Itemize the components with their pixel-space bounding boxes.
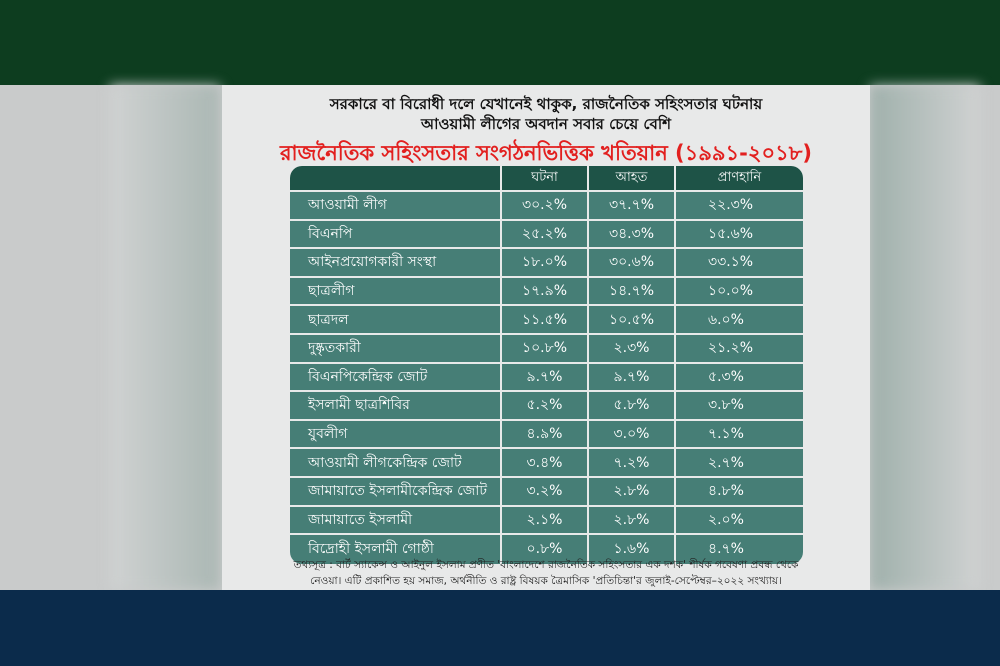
table-header: ঘটনা আহত প্রাণহানি [290, 166, 803, 192]
value-cell: ১.৬% [589, 535, 676, 564]
value-cell: ১৪.৭% [589, 277, 676, 305]
headline-line-1: সরকারে বা বিরোধী দলে যেখানেই থাকুক, রাজন… [329, 95, 763, 113]
organization-cell: জামায়াতে ইসলামী [290, 506, 502, 534]
value-cell: ০.৮% [502, 535, 589, 564]
value-cell: ৯.৭% [502, 363, 589, 391]
value-cell: ২২.৩% [676, 192, 803, 219]
table-row: দুষ্কৃতকারী ১০.৮% ২.৩% ২১.২% [290, 334, 803, 364]
value-cell: ১০.৫% [589, 306, 676, 333]
source-line-2: নেওয়া। এটি প্রকাশিত হয় সমাজ, অর্থনীতি … [310, 575, 782, 587]
value-cell: ৩.২% [502, 477, 589, 505]
table-row: ছাত্রদল ১১.৫% ১০.৫% ৬.০% [290, 306, 803, 335]
table-row: ইসলামী ছাত্রশিবির ৫.২% ৫.৮% ৩.৮% [290, 392, 803, 421]
infographic-title: রাজনৈতিক সহিংসতার সংগঠনভিত্তিক খতিয়ান (… [279, 141, 813, 165]
organization-cell: বিএনপিকেন্দ্রিক জোট [290, 363, 502, 391]
value-cell: ৩৪.৩% [589, 220, 676, 248]
table-row: যুবলীগ ৪.৯% ৩.০% ৭.১% [290, 420, 803, 450]
blurred-background-right [870, 85, 980, 590]
column-header-incidents: ঘটনা [502, 166, 589, 190]
value-cell: ২.৮% [589, 506, 676, 534]
table-row: জামায়াতে ইসলামী ২.১% ২.৮% ২.০% [290, 506, 803, 536]
table-row: বিএনপি ২৫.২% ৩৪.৩% ১৫.৬% [290, 220, 803, 250]
value-cell: ৩০.৬% [589, 249, 676, 276]
source-line-1: তথ্যসূত্র : বার্ট স্যাকেন্স ও আইনুল ইসলা… [293, 559, 799, 571]
value-cell: ৫.৮% [589, 392, 676, 419]
organization-cell: ইসলামী ছাত্রশিবির [290, 392, 502, 419]
value-cell: ১১.৫% [502, 306, 589, 333]
value-cell: ৩.৮% [676, 392, 803, 419]
organization-cell: জামায়াতে ইসলামীকেন্দ্রিক জোট [290, 477, 502, 505]
organization-cell: যুবলীগ [290, 420, 502, 448]
organization-cell: ছাত্রদল [290, 306, 502, 333]
value-cell: ৩০.২% [502, 192, 589, 219]
value-cell: ৭.১% [676, 420, 803, 448]
value-cell: ১০.০% [676, 277, 803, 305]
source-note: তথ্যসূত্র : বার্ট স্যাকেন্স ও আইনুল ইসলা… [222, 557, 870, 589]
table-row: ছাত্রলীগ ১৭.৯% ১৪.৭% ১০.০% [290, 277, 803, 307]
value-cell: ৩.৪% [502, 449, 589, 476]
table-row: আইনপ্রয়োগকারী সংস্থা ১৮.০% ৩০.৬% ৩৩.১% [290, 249, 803, 278]
organization-cell: দুষ্কৃতকারী [290, 334, 502, 362]
value-cell: ৫.২% [502, 392, 589, 419]
value-cell: ৪.৯% [502, 420, 589, 448]
value-cell: ৪.৮% [676, 477, 803, 505]
organization-cell: ছাত্রলীগ [290, 277, 502, 305]
value-cell: ৩৭.৭% [589, 192, 676, 219]
organization-cell: আওয়ামী লীগ [290, 192, 502, 219]
organization-cell: বিদ্রোহী ইসলামী গোষ্ঠী [290, 535, 502, 564]
top-band [0, 0, 1000, 85]
value-cell: ২৫.২% [502, 220, 589, 248]
value-cell: ২১.২% [676, 334, 803, 362]
value-cell: ৬.০% [676, 306, 803, 333]
value-cell: ৩.০% [589, 420, 676, 448]
table-row: আওয়ামী লীগ ৩০.২% ৩৭.৭% ২২.৩% [290, 192, 803, 221]
table-row: বিএনপিকেন্দ্রিক জোট ৯.৭% ৯.৭% ৫.৩% [290, 363, 803, 393]
data-table: ঘটনা আহত প্রাণহানি আওয়ামী লীগ ৩০.২% ৩৭.৭%… [290, 166, 803, 564]
value-cell: ২.০% [676, 506, 803, 534]
value-cell: ৭.২% [589, 449, 676, 476]
value-cell: ৪.৭% [676, 535, 803, 564]
headline-line-2: আওয়ামী লীগের অবদান সবার চেয়ে বেশি [420, 115, 672, 133]
organization-cell: আওয়ামী লীগকেন্দ্রিক জোট [290, 449, 502, 476]
value-cell: ৩৩.১% [676, 249, 803, 276]
column-header [290, 166, 502, 190]
value-cell: ২.৭% [676, 449, 803, 476]
bottom-band [0, 590, 1000, 666]
value-cell: ১৮.০% [502, 249, 589, 276]
blurred-background-left [110, 85, 220, 590]
organization-cell: বিএনপি [290, 220, 502, 248]
column-header-injured: আহত [589, 166, 676, 190]
value-cell: ১৫.৬% [676, 220, 803, 248]
value-cell: ৫.৩% [676, 363, 803, 391]
table-row: জামায়াতে ইসলামীকেন্দ্রিক জোট ৩.২% ২.৮% ৪.৮… [290, 477, 803, 507]
value-cell: ৯.৭% [589, 363, 676, 391]
value-cell: ২.১% [502, 506, 589, 534]
infographic-card: সরকারে বা বিরোধী দলে যেখানেই থাকুক, রাজন… [222, 85, 870, 590]
column-header-deaths: প্রাণহানি [676, 166, 803, 190]
organization-cell: আইনপ্রয়োগকারী সংস্থা [290, 249, 502, 276]
value-cell: ২.৩% [589, 334, 676, 362]
value-cell: ২.৮% [589, 477, 676, 505]
table-row: আওয়ামী লীগকেন্দ্রিক জোট ৩.৪% ৭.২% ২.৭% [290, 449, 803, 478]
value-cell: ১০.৮% [502, 334, 589, 362]
table-row: বিদ্রোহী ইসলামী গোষ্ঠী ০.৮% ১.৬% ৪.৭% [290, 535, 803, 564]
value-cell: ১৭.৯% [502, 277, 589, 305]
